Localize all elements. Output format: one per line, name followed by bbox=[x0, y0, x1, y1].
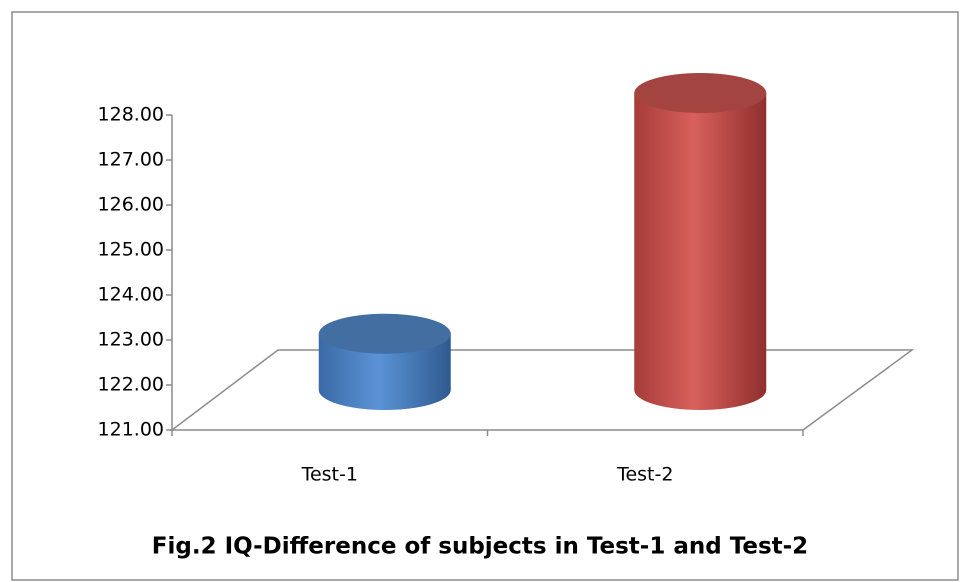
floor bbox=[169, 349, 915, 431]
bar-body bbox=[318, 333, 451, 410]
y-tick-label: 121.00 bbox=[98, 419, 164, 441]
x-tick-label: Test-2 bbox=[616, 464, 673, 486]
y-tick-label: 125.00 bbox=[98, 239, 164, 261]
chart-title: Fig.2 IQ-Difference of subjects in Test-… bbox=[152, 534, 808, 560]
bar-body bbox=[634, 93, 767, 410]
y-tick-label: 122.00 bbox=[98, 374, 164, 396]
y-tick-label: 123.00 bbox=[98, 329, 164, 351]
bar bbox=[318, 313, 451, 410]
bar-top bbox=[318, 313, 451, 354]
y-tick-label: 126.00 bbox=[98, 194, 164, 216]
y-tick-label: 127.00 bbox=[98, 149, 164, 171]
bar-top bbox=[634, 73, 767, 113]
x-tick-label: Test-1 bbox=[301, 464, 358, 486]
y-tick-label: 128.00 bbox=[98, 104, 164, 126]
bar bbox=[634, 73, 767, 410]
y-tick-label: 124.00 bbox=[98, 284, 164, 306]
chart-frame bbox=[11, 11, 959, 581]
